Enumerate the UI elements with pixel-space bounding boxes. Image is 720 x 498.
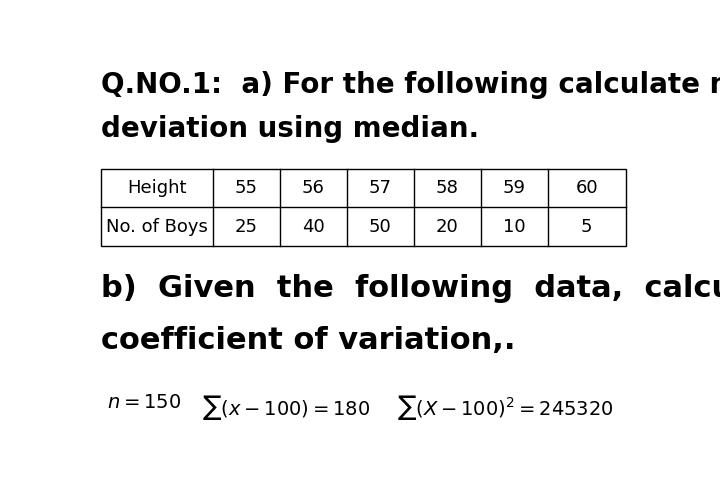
Text: 55: 55 [235, 179, 258, 197]
Text: $n = 150$: $n = 150$ [107, 393, 181, 412]
Text: 57: 57 [369, 179, 392, 197]
Text: $\sum ( X - 100 )^{2} = 245320$: $\sum ( X - 100 )^{2} = 245320$ [397, 393, 613, 422]
Text: 60: 60 [575, 179, 598, 197]
Text: 56: 56 [302, 179, 325, 197]
Text: 5: 5 [581, 218, 593, 236]
Text: 40: 40 [302, 218, 325, 236]
Text: 25: 25 [235, 218, 258, 236]
Text: b)  Given  the  following  data,  calculate: b) Given the following data, calculate [101, 274, 720, 303]
Text: 20: 20 [436, 218, 459, 236]
Text: coefficient of variation,.: coefficient of variation,. [101, 326, 516, 355]
Text: $\sum ( x - 100 ) = 180$: $\sum ( x - 100 ) = 180$ [202, 393, 370, 422]
Text: 59: 59 [503, 179, 526, 197]
Text: deviation using median.: deviation using median. [101, 116, 480, 143]
Text: 50: 50 [369, 218, 392, 236]
Text: Q.NO.1:  a) For the following calculate mean: Q.NO.1: a) For the following calculate m… [101, 71, 720, 99]
Text: 58: 58 [436, 179, 459, 197]
Text: 10: 10 [503, 218, 526, 236]
Text: No. of Boys: No. of Boys [106, 218, 208, 236]
Text: Height: Height [127, 179, 186, 197]
